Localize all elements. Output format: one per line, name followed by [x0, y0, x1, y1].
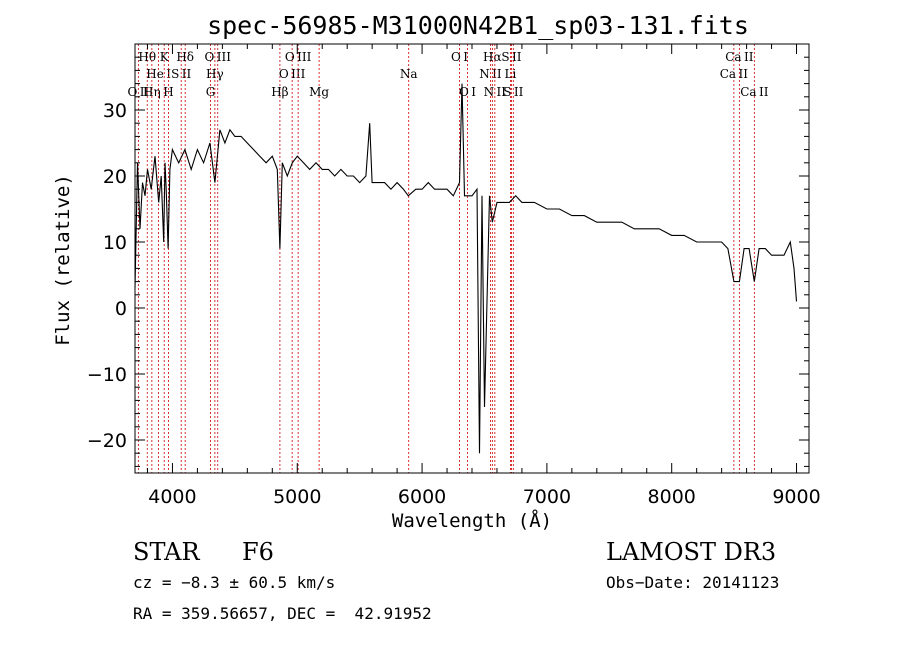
- spectral-line-label: Hθ: [138, 50, 156, 64]
- survey-name: LAMOST DR3: [606, 538, 776, 566]
- spectral-line-label: Hδ: [176, 50, 194, 64]
- x-tick-label: 8000: [648, 486, 696, 508]
- spectral-line-label: S II: [171, 67, 191, 81]
- object-class: STAR: [133, 538, 200, 566]
- spectral-line-label: N II: [484, 85, 507, 99]
- spectral-line-markers: O II Hθ Hη He I K H S II Hδ G Hγ O III Hβ O III O III…: [128, 44, 769, 473]
- spectrum-series-line: [134, 83, 798, 454]
- y-tick-label: 20: [103, 166, 127, 188]
- spectral-line-label: Hγ: [206, 67, 224, 81]
- spectral-line-label: Mg: [309, 85, 329, 99]
- ra-dec: RA = 359.56657, DEC = 42.91952: [133, 604, 432, 623]
- spectral-line-label: Hβ: [271, 85, 288, 99]
- spectral-line-label: O II: [128, 85, 150, 99]
- spectral-line-label: Ca II: [720, 67, 748, 81]
- x-tick-label: 9000: [772, 486, 820, 508]
- y-tick-label: 30: [103, 100, 127, 122]
- x-tick-label: 7000: [523, 486, 571, 508]
- redshift-cz: cz = −8.3 ± 60.5 km/s: [133, 573, 335, 592]
- spectral-line-label: Hη: [143, 85, 161, 99]
- chart-title: spec-56985-M31000N42B1_sp03-131.fits: [207, 11, 749, 40]
- x-tick-label: 6000: [398, 486, 446, 508]
- spectral-line-label: O III: [285, 50, 312, 64]
- spectral-line-label: O III: [279, 67, 306, 81]
- y-tick-label: −10: [87, 364, 127, 386]
- spectral-line-label: O III: [205, 50, 232, 64]
- spectral-line-label: K: [160, 50, 170, 64]
- spectral-line-label: Ca II: [740, 85, 768, 99]
- y-tick-label: 10: [103, 232, 127, 254]
- y-axis-label: Flux (relative): [52, 174, 74, 346]
- spectral-line-label: Li: [505, 67, 517, 81]
- x-tick-label: 5000: [273, 486, 321, 508]
- spectral-line-label: Hα: [483, 50, 502, 64]
- y-tick-label: −20: [87, 430, 127, 452]
- spectral-line-label: S II: [501, 50, 521, 64]
- spectral-line-label: Ca II: [725, 50, 753, 64]
- axis-ticks: 4000 5000 6000 7000 8000 9000 −20 −10 0 10 20 30: [87, 44, 821, 508]
- spectral-line-label: H: [163, 85, 173, 99]
- spectral-line-label: He I: [146, 67, 171, 81]
- observation-date: Obs−Date: 20141123: [606, 573, 779, 592]
- spectral-line-label: S II: [503, 85, 523, 99]
- x-axis-label: Wavelength (Å): [392, 509, 552, 532]
- y-tick-label: 0: [115, 298, 127, 320]
- spectral-line-label: Na: [400, 67, 418, 81]
- object-subclass: F6: [242, 538, 274, 566]
- plot-frame: [134, 43, 810, 474]
- spectral-line-label: N II: [479, 67, 502, 81]
- x-tick-label: 4000: [148, 486, 196, 508]
- spectral-line-label: O I: [451, 50, 468, 64]
- spectral-line-label: G: [206, 85, 216, 99]
- spectral-line-label: O I: [459, 85, 476, 99]
